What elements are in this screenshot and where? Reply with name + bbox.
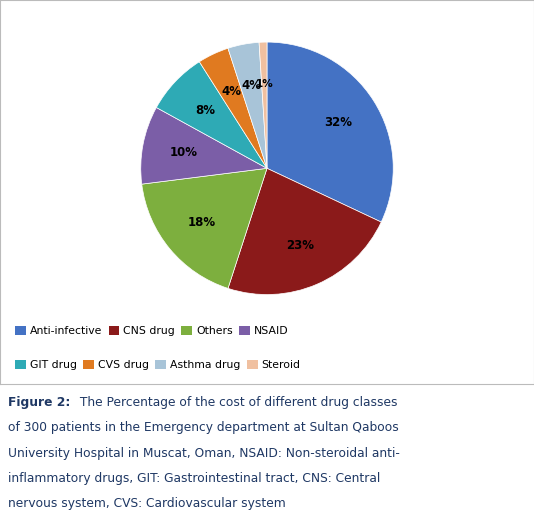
Wedge shape: [228, 42, 267, 168]
Text: nervous system, CVS: Cardiovascular system: nervous system, CVS: Cardiovascular syst…: [8, 497, 286, 510]
Text: 32%: 32%: [325, 116, 352, 129]
Text: inflammatory drugs, GIT: Gastrointestinal tract, CNS: Central: inflammatory drugs, GIT: Gastrointestina…: [8, 472, 380, 485]
Text: 23%: 23%: [287, 239, 315, 252]
Wedge shape: [141, 107, 267, 184]
Text: 10%: 10%: [170, 146, 198, 159]
Text: 18%: 18%: [188, 216, 216, 229]
Wedge shape: [199, 48, 267, 168]
Wedge shape: [228, 168, 381, 295]
Text: Figure 2:: Figure 2:: [8, 396, 70, 409]
Text: University Hospital in Muscat, Oman, NSAID: Non-steroidal anti-: University Hospital in Muscat, Oman, NSA…: [8, 447, 400, 460]
Text: of 300 patients in the Emergency department at Sultan Qaboos: of 300 patients in the Emergency departm…: [8, 421, 399, 434]
Wedge shape: [156, 62, 267, 168]
Text: The Percentage of the cost of different drug classes: The Percentage of the cost of different …: [76, 396, 397, 409]
Text: 4%: 4%: [241, 79, 261, 92]
Text: 1%: 1%: [255, 79, 273, 89]
Text: 8%: 8%: [195, 104, 215, 117]
Wedge shape: [142, 168, 267, 288]
Wedge shape: [267, 42, 393, 222]
Wedge shape: [259, 42, 267, 168]
Text: 4%: 4%: [221, 85, 241, 98]
Legend: GIT drug, CVS drug, Asthma drug, Steroid: GIT drug, CVS drug, Asthma drug, Steroid: [11, 356, 305, 375]
